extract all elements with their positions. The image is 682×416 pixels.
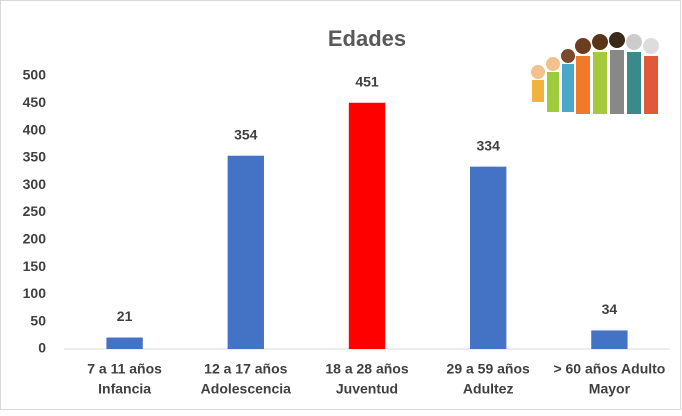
bar: [470, 166, 507, 349]
y-tick-label: 0: [38, 340, 46, 356]
value-label: 354: [234, 126, 258, 142]
x-tick-label: 18 a 28 años: [325, 361, 408, 377]
x-tick-label: Mayor: [589, 381, 631, 397]
bar: [348, 102, 386, 349]
x-tick-label: Juventud: [336, 381, 398, 397]
x-tick-label: Adolescencia: [201, 381, 291, 397]
x-tick-label: Adultez: [463, 381, 514, 397]
y-tick-label: 400: [23, 121, 47, 137]
bar: [106, 337, 143, 349]
bar: [591, 330, 628, 349]
value-label: 334: [477, 137, 501, 153]
y-tick-label: 150: [23, 258, 47, 274]
x-tick-label: > 60 años Adulto: [553, 361, 665, 377]
y-tick-label: 350: [23, 149, 47, 165]
x-tick-label: 12 a 17 años: [204, 361, 287, 377]
y-tick-label: 300: [23, 176, 47, 192]
bar: [227, 155, 264, 349]
x-tick-label: 7 a 11 años: [87, 361, 162, 377]
chart-title: Edades: [328, 26, 406, 51]
x-tick-label: 29 a 59 años: [447, 361, 530, 377]
value-label: 451: [355, 73, 379, 89]
value-label: 21: [117, 308, 133, 324]
x-tick-label: Infancia: [98, 381, 151, 397]
value-label: 34: [602, 301, 618, 317]
people-illustration: [531, 32, 659, 114]
y-tick-label: 250: [23, 203, 47, 219]
y-tick-label: 50: [30, 312, 46, 328]
y-tick-label: 100: [23, 285, 47, 301]
y-tick-label: 500: [23, 67, 47, 83]
y-tick-label: 200: [23, 231, 47, 247]
y-tick-label: 450: [23, 94, 47, 110]
